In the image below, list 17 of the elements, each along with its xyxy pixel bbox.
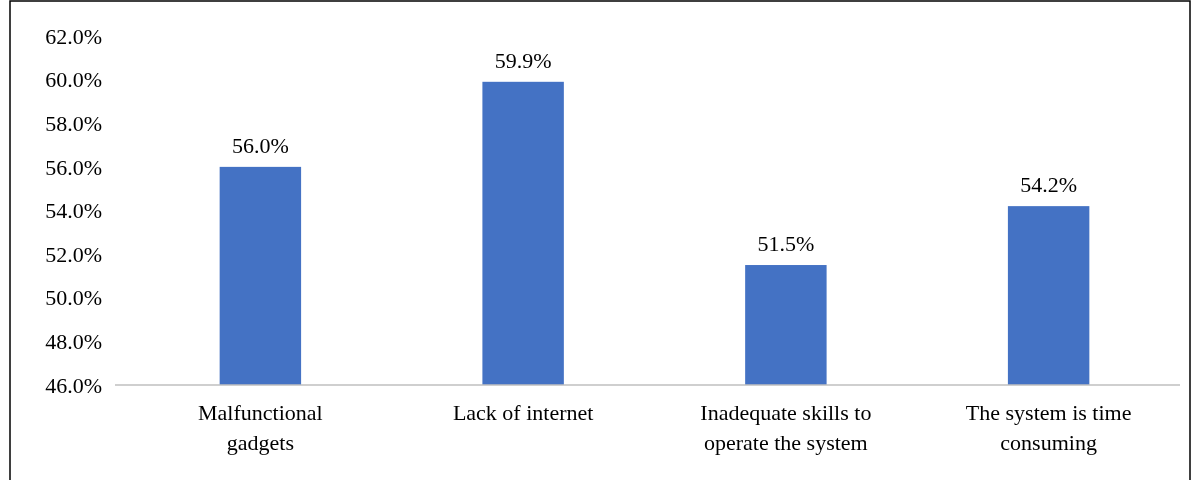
- y-tick-label: 54.0%: [45, 198, 102, 224]
- y-tick-label: 58.0%: [45, 110, 102, 136]
- data-label: 51.5%: [757, 231, 815, 257]
- data-label: 59.9%: [494, 47, 552, 73]
- x-tick-label: Malfunctional gadgets: [198, 400, 323, 455]
- data-label: 56.0%: [231, 132, 289, 158]
- y-tick-label: 46.0%: [45, 372, 102, 398]
- y-tick-label: 62.0%: [45, 23, 102, 49]
- y-tick-label: 50.0%: [45, 285, 102, 311]
- y-tick-label: 52.0%: [45, 241, 102, 267]
- x-tick-label: Inadequate skills to operate the system: [700, 400, 872, 455]
- y-tick-label: 48.0%: [45, 329, 102, 355]
- x-tick-label: The system is time consuming: [965, 400, 1132, 455]
- x-tick-label: Lack of internet: [452, 400, 594, 425]
- data-label: 54.2%: [1020, 172, 1078, 198]
- y-tick-label: 60.0%: [45, 67, 102, 93]
- y-tick-label: 56.0%: [45, 154, 102, 180]
